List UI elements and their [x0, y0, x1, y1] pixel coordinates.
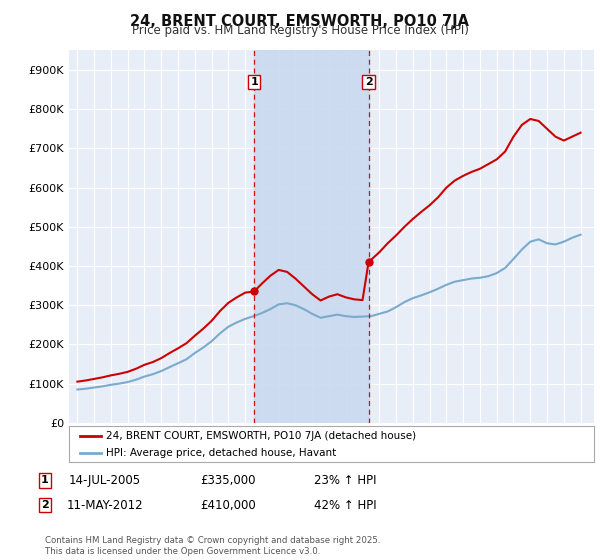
- Text: HPI: Average price, detached house, Havant: HPI: Average price, detached house, Hava…: [106, 448, 336, 458]
- Bar: [254, 50, 368, 423]
- Text: 14-JUL-2005: 14-JUL-2005: [69, 474, 141, 487]
- Text: 11-MAY-2012: 11-MAY-2012: [67, 498, 143, 512]
- Text: 24, BRENT COURT, EMSWORTH, PO10 7JA: 24, BRENT COURT, EMSWORTH, PO10 7JA: [131, 14, 470, 29]
- Text: 23% ↑ HPI: 23% ↑ HPI: [314, 474, 376, 487]
- Text: £410,000: £410,000: [200, 498, 256, 512]
- Text: Contains HM Land Registry data © Crown copyright and database right 2025.
This d: Contains HM Land Registry data © Crown c…: [45, 536, 380, 556]
- Text: Price paid vs. HM Land Registry's House Price Index (HPI): Price paid vs. HM Land Registry's House …: [131, 24, 469, 37]
- Text: 2: 2: [365, 77, 373, 87]
- Text: 1: 1: [41, 475, 49, 486]
- Text: 24, BRENT COURT, EMSWORTH, PO10 7JA (detached house): 24, BRENT COURT, EMSWORTH, PO10 7JA (det…: [106, 431, 416, 441]
- Text: 2: 2: [41, 500, 49, 510]
- Text: 42% ↑ HPI: 42% ↑ HPI: [314, 498, 376, 512]
- Text: £335,000: £335,000: [200, 474, 256, 487]
- Text: 1: 1: [250, 77, 258, 87]
